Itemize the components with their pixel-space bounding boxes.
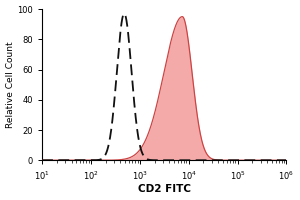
X-axis label: CD2 FITC: CD2 FITC xyxy=(138,184,191,194)
Y-axis label: Relative Cell Count: Relative Cell Count xyxy=(6,41,15,128)
